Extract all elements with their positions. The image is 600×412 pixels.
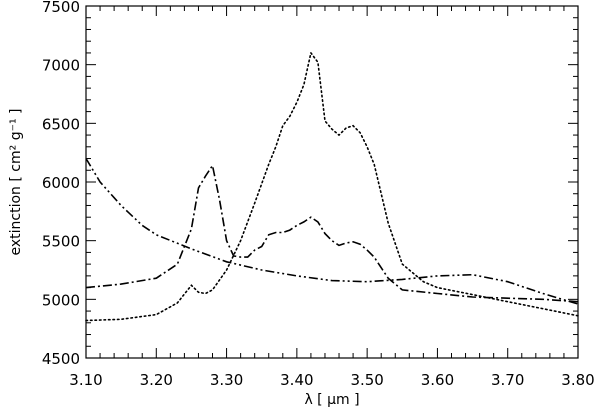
x-tick-label: 3.30 [210, 371, 243, 389]
series-line-dash-dot [85, 163, 579, 303]
y-tick-label: 5000 [42, 291, 80, 309]
y-tick-label: 6500 [42, 115, 80, 133]
x-tick-label: 3.20 [140, 371, 173, 389]
series-group [85, 51, 579, 322]
x-tick-label: 3.60 [421, 371, 454, 389]
x-tick-label: 3.80 [561, 371, 594, 389]
x-tick-label: 3.50 [350, 371, 383, 389]
series-line-dotted [85, 51, 579, 322]
x-tick-label: 3.70 [491, 371, 524, 389]
plot-frame [85, 5, 579, 359]
y-tick-label: 7000 [42, 57, 80, 75]
x-axis-label: λ [ μm ] [304, 392, 359, 408]
x-tick-label: 3.40 [280, 371, 313, 389]
y-axis-label: extinction [ cm² g⁻¹ ] [8, 109, 24, 256]
y-tick-label: 7500 [42, 0, 80, 16]
x-tick-labels: 3.10 3.20 3.30 3.40 3.50 3.60 3.70 3.80 [69, 371, 594, 389]
axis-ticks [85, 5, 579, 359]
series-line-dash-dot-dot [85, 158, 579, 305]
y-tick-labels: 4500 5000 5500 6000 6500 7000 7500 [42, 0, 80, 368]
y-tick-label: 6000 [42, 174, 80, 192]
x-tick-label: 3.10 [69, 371, 102, 389]
y-tick-label: 4500 [42, 350, 80, 368]
y-tick-label: 5500 [42, 233, 80, 251]
